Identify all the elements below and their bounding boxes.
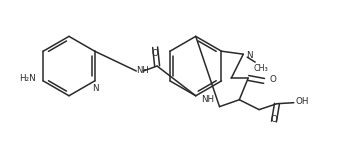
Text: O: O [269,75,276,84]
Text: H₂N: H₂N [19,74,35,83]
Text: N: N [93,84,99,93]
Text: NH: NH [136,66,149,74]
Text: OH: OH [296,97,309,106]
Text: O: O [152,49,159,58]
Text: N: N [246,51,253,60]
Text: CH₃: CH₃ [253,64,268,73]
Text: NH: NH [201,95,215,104]
Text: O: O [270,115,277,125]
